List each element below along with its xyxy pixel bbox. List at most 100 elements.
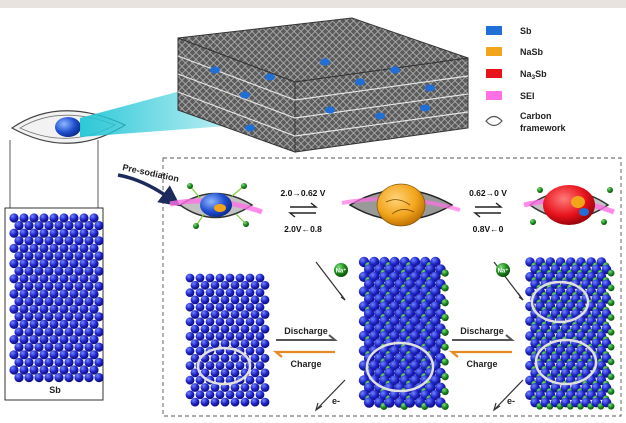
sb-atom (404, 353, 416, 364)
sb-atom (363, 264, 375, 275)
sb-atom (389, 375, 400, 386)
sb-atom (195, 273, 205, 283)
na-atom (441, 402, 449, 410)
legend-swatch-nasb (486, 47, 502, 56)
sb-atom (94, 221, 104, 231)
sb-atom (64, 236, 74, 246)
sb-atom (205, 332, 215, 341)
sb-atom (14, 373, 24, 383)
sb-atom (19, 289, 29, 299)
sb-atom (59, 213, 69, 223)
sb-atom (74, 357, 84, 367)
sb-atom (384, 323, 395, 334)
sb-atom (89, 365, 99, 375)
sb-atom (29, 259, 39, 269)
sb-atom (34, 312, 44, 322)
sb-atom (185, 361, 195, 370)
sb-atom (9, 243, 19, 253)
sb-atom (14, 281, 24, 291)
electron-label-1: e- (332, 396, 340, 406)
sb-atom (49, 335, 59, 345)
discharge-label-2: Discharge (460, 326, 504, 336)
sb-atom (369, 390, 380, 401)
sb-atom (255, 390, 265, 400)
sb-atom (79, 274, 89, 284)
sb-atom (74, 373, 84, 383)
voltage-1-forward: 2.0→0.62 V (281, 188, 326, 198)
sb-atom (190, 324, 200, 334)
sb-atom (230, 295, 240, 305)
sb-atom (190, 295, 200, 305)
sb-atom (255, 332, 265, 341)
sb-atom (230, 310, 240, 319)
sb-atom (384, 353, 395, 364)
sb-atom (29, 304, 39, 314)
sb-atom (74, 327, 84, 337)
sb-atom (29, 350, 39, 360)
sb-atom (260, 368, 270, 378)
sb-atom (94, 266, 104, 276)
sb-atom (69, 243, 79, 253)
sb-atom (74, 297, 84, 307)
sb-atom (369, 301, 380, 312)
sb-atom (210, 397, 220, 407)
sb-atom (190, 353, 200, 363)
sb-atom (190, 368, 200, 378)
sb-atom (369, 256, 380, 268)
sb-atom (363, 308, 375, 319)
sb-atom (404, 367, 416, 379)
sb-atom (29, 213, 39, 223)
sb-atom (430, 271, 441, 282)
sb-atom (363, 279, 375, 290)
sb-atom (19, 243, 29, 253)
sb-atom (200, 295, 210, 305)
sb-atom (29, 365, 39, 375)
sb-atom (225, 361, 235, 370)
sb-atom (230, 324, 240, 334)
sb-atom (190, 310, 200, 319)
sb-atom (9, 289, 19, 299)
legend-label-nasb: NaSb (520, 47, 544, 57)
sb-atom (384, 264, 395, 275)
sb-atom (94, 373, 104, 383)
sb-atom (210, 353, 220, 363)
sb-atom (255, 273, 265, 283)
sb-atom (79, 289, 89, 299)
sb-atom (409, 375, 421, 386)
sb-atom (24, 373, 34, 383)
sb-atom (74, 236, 84, 246)
sb-atom (34, 221, 44, 231)
sb-atom (220, 310, 230, 319)
sb-atom (425, 397, 436, 408)
electron-label-2: e- (507, 396, 515, 406)
sb-atom (79, 213, 89, 223)
sb-atom (44, 236, 54, 246)
highlight-ellipse-3b (534, 338, 598, 386)
sb-atom (240, 339, 250, 349)
sb-atom (425, 338, 436, 349)
sb-atom (54, 221, 64, 231)
sb-atom (29, 335, 39, 345)
sb-atom (250, 310, 260, 319)
sb-atom (9, 304, 19, 314)
sb-atom (34, 373, 44, 383)
sb-atom (384, 397, 395, 408)
sb-atom (260, 397, 270, 407)
sb-atom (409, 390, 421, 401)
sb-atom (215, 288, 225, 297)
sb-atom (34, 266, 44, 276)
sb-atom (49, 243, 59, 253)
sb-atom (14, 251, 24, 261)
sb-atom (19, 304, 29, 314)
sb-atom (34, 251, 44, 261)
sb-atom (39, 274, 49, 284)
sb-atom (200, 383, 210, 392)
sb-atom (195, 302, 205, 312)
na-atom (441, 284, 449, 292)
sb-atom (215, 332, 225, 341)
lattice-sb-state (185, 273, 270, 407)
sb-atom (64, 312, 74, 322)
discharge-charge-arrows-1 (272, 334, 338, 358)
sb-atom (210, 383, 220, 392)
sb-atom (64, 342, 74, 352)
